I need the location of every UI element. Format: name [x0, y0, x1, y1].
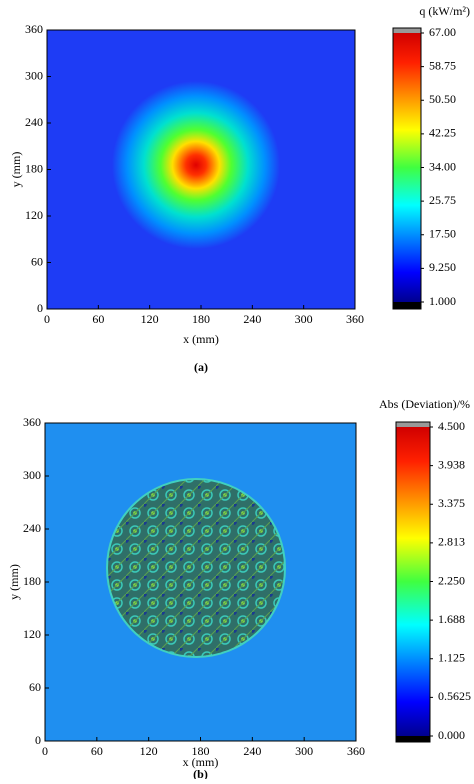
y-axis-title: y (mm): [9, 152, 23, 188]
colorbar-tick-label: 3.938: [438, 457, 465, 471]
x-tick-label: 0: [42, 744, 48, 758]
colorbar-over: [396, 422, 430, 427]
colorbar-tick-label: 50.50: [429, 92, 456, 106]
colorbar-tick-label: 4.500: [438, 419, 465, 433]
y-tick-label: 360: [25, 22, 43, 36]
colorbar-tick-label: 25.75: [429, 193, 456, 207]
y-axis-title: y (mm): [7, 564, 21, 600]
caption: (b): [193, 767, 208, 779]
colorbar-tick-label: 58.75: [429, 58, 456, 72]
colorbar-under: [393, 302, 421, 309]
y-tick-label: 360: [23, 415, 41, 429]
colorbar: [396, 427, 430, 736]
x-tick-label: 0: [44, 312, 50, 326]
colorbar-tick-label: 1.000: [429, 294, 456, 308]
colorbar-over: [393, 28, 421, 33]
x-tick-label: 120: [140, 744, 158, 758]
x-tick-label: 60: [92, 312, 104, 326]
colorbar-title: q (kW/m²): [419, 4, 470, 18]
y-tick-label: 240: [23, 521, 41, 535]
colorbar-tick-label: 42.25: [429, 126, 456, 140]
x-tick-label: 180: [192, 744, 210, 758]
y-tick-label: 120: [23, 627, 41, 641]
y-tick-label: 60: [31, 254, 43, 268]
colorbar-tick-label: 67.00: [429, 25, 456, 39]
deviation-field: [45, 423, 356, 741]
y-tick-label: 0: [35, 733, 41, 747]
x-tick-label: 300: [295, 744, 313, 758]
colorbar: [393, 33, 421, 302]
colorbar-tick-label: 0.5625: [438, 689, 471, 703]
colorbar-tick-label: 34.00: [429, 159, 456, 173]
colorbar-tick-label: 2.813: [438, 535, 465, 549]
x-tick-label: 180: [192, 312, 210, 326]
colorbar-frame: [392, 27, 422, 310]
y-tick-label: 180: [25, 161, 43, 175]
x-tick-label: 360: [346, 312, 364, 326]
colorbar-tick-label: 1.688: [438, 612, 465, 626]
colorbar-tick-label: 2.250: [438, 573, 465, 587]
x-tick-label: 360: [347, 744, 365, 758]
caption: (a): [194, 360, 208, 374]
y-tick-label: 120: [25, 208, 43, 222]
colorbar-title: Abs (Deviation)/%: [379, 397, 470, 411]
y-tick-label: 240: [25, 115, 43, 129]
y-tick-label: 300: [25, 68, 43, 82]
y-tick-label: 300: [23, 468, 41, 482]
colorbar-tick-label: 9.250: [429, 260, 456, 274]
y-tick-label: 180: [23, 574, 41, 588]
x-tick-label: 240: [243, 744, 261, 758]
colorbar-under: [396, 736, 430, 742]
x-tick-label: 240: [243, 312, 261, 326]
y-tick-label: 60: [29, 680, 41, 694]
colorbar-tick-label: 17.50: [429, 227, 456, 241]
x-tick-label: 120: [141, 312, 159, 326]
x-axis-title: x (mm): [183, 332, 219, 346]
heat-field: [47, 30, 355, 309]
colorbar-tick-label: 3.375: [438, 496, 465, 510]
colorbar-tick-label: 0.000: [438, 728, 465, 742]
x-tick-label: 300: [295, 312, 313, 326]
y-tick-label: 0: [37, 301, 43, 315]
x-tick-label: 60: [91, 744, 103, 758]
x-axis-title: x (mm): [183, 755, 219, 769]
colorbar-tick-label: 1.125: [438, 651, 465, 665]
